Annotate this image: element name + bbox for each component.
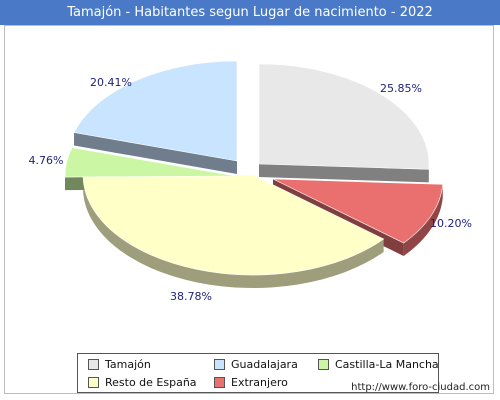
- pie-edge-4-0: [74, 132, 238, 174]
- legend-label-0: Tamajón: [105, 358, 151, 371]
- legend-item-2: Castilla-La Mancha: [318, 357, 439, 373]
- legend-swatch-4: [214, 376, 225, 388]
- pie-side-1: [403, 184, 443, 256]
- legend-label-3: Resto de España: [105, 376, 197, 389]
- legend-item-3: Resto de España: [88, 375, 197, 391]
- slice-label-4: 20.41%: [90, 76, 132, 89]
- pie-slice-4: [73, 60, 238, 162]
- legend-swatch-3: [88, 376, 99, 388]
- chart-legend: Tamajón Guadalajara Castilla-La Mancha Rest…: [77, 353, 439, 393]
- slice-label-3: 4.76%: [29, 154, 64, 167]
- legend-swatch-1: [214, 358, 225, 370]
- legend-label-2: Castilla-La Mancha: [335, 358, 439, 371]
- pie-side-2: [83, 176, 384, 288]
- pie-slice-3: [64, 147, 236, 178]
- legend-swatch-2: [318, 358, 329, 370]
- source-url: http://www.foro-ciudad.com: [351, 382, 490, 393]
- pie-slice-0: [258, 63, 430, 170]
- legend-label-1: Guadalajara: [231, 358, 298, 371]
- slice-label-2: 38.78%: [170, 290, 212, 303]
- slice-label-1: 10.20%: [430, 217, 472, 230]
- chart-title: Tamajón - Habitantes segun Lugar de naci…: [0, 0, 500, 25]
- pie-slice-2: [82, 174, 385, 276]
- legend-item-0: Tamajón: [88, 357, 151, 373]
- slice-label-0: 25.85%: [380, 82, 422, 95]
- pie-slice-1: [272, 178, 444, 244]
- chart-area: 25.85% 10.20% 38.78% 4.76% 20.41% Tamajón Gua…: [4, 25, 494, 394]
- pie-edge-0-1: [259, 164, 429, 183]
- legend-item-4: Extranjero: [214, 375, 288, 391]
- legend-label-4: Extranjero: [231, 376, 288, 389]
- pie-chart: 25.85% 10.20% 38.78% 4.76% 20.41%: [29, 60, 472, 303]
- legend-swatch-0: [88, 358, 99, 370]
- legend-item-1: Guadalajara: [214, 357, 298, 373]
